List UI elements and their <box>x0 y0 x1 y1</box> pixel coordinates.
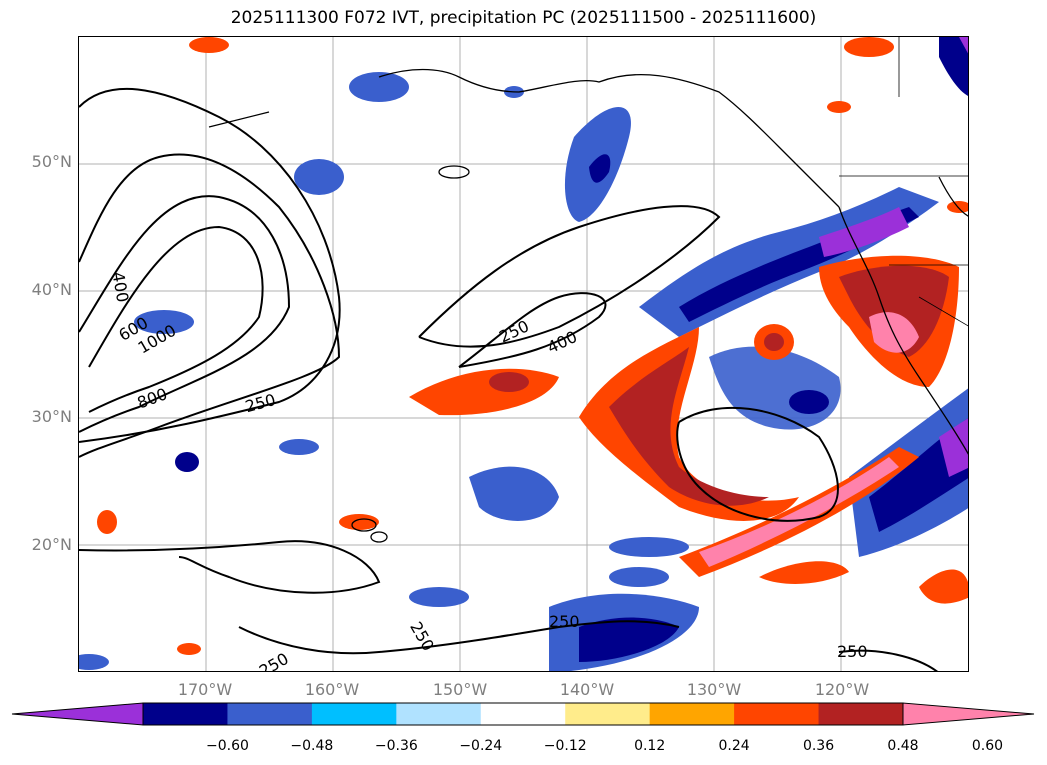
colorbar-tick-label: 0.48 <box>887 738 919 754</box>
colorbar-tick-label: 0.60 <box>971 738 1004 754</box>
colorbar-tick-label: −0.48 <box>290 738 334 754</box>
precipitation-fill <box>79 37 968 671</box>
colorbar-arrow-right <box>902 702 1035 726</box>
contour-label: 400 <box>108 270 132 303</box>
lon-label-150w: 150°W <box>432 680 488 699</box>
colorbar-segment <box>227 703 313 725</box>
colorbar-segment <box>565 703 651 725</box>
map-panel: 400 600 1000 800 250 250 400 250 250 250… <box>78 36 969 672</box>
lon-label-140w: 140°W <box>559 680 615 699</box>
lon-label-130w: 130°W <box>686 680 742 699</box>
contour-label: 250 <box>837 642 868 661</box>
lat-label-40n: 40°N <box>31 280 72 299</box>
colorbar <box>11 702 1035 726</box>
colorbar-segment <box>143 703 228 725</box>
contour-label: 250 <box>256 649 292 672</box>
colorbar-tick-label: −0.60 <box>205 738 249 754</box>
contour-label: 250 <box>549 612 580 631</box>
colorbar-tick-label: −0.36 <box>374 738 418 754</box>
colorbar-segment <box>480 703 566 725</box>
colorbar-segment <box>734 703 820 725</box>
map-title: 2025111300 F072 IVT, precipitation PC (2… <box>230 8 817 28</box>
map-canvas: 400 600 1000 800 250 250 400 250 250 250… <box>79 37 968 672</box>
colorbar-tick-label: 0.12 <box>634 738 666 754</box>
colorbar-segment <box>818 703 904 725</box>
colorbar-segment <box>311 703 397 725</box>
coastlines <box>208 68 968 543</box>
colorbar-tick-label: 0.24 <box>718 738 750 754</box>
lat-label-50n: 50°N <box>31 152 72 171</box>
lon-label-120w: 120°W <box>814 680 870 699</box>
colorbar-tick-label: −0.12 <box>543 738 587 754</box>
borders <box>839 37 968 327</box>
lat-label-20n: 20°N <box>31 535 72 554</box>
lat-label-30n: 30°N <box>31 407 72 426</box>
colorbar-tick-label: 0.36 <box>802 738 835 754</box>
colorbar-segment <box>649 703 735 725</box>
lon-label-160w: 160°W <box>304 680 360 699</box>
contour-label: 400 <box>544 327 580 357</box>
contour-label: 250 <box>243 390 277 416</box>
contour-label: 800 <box>135 384 170 412</box>
colorbar-tick-label: −0.24 <box>459 738 503 754</box>
colorbar-arrow-left <box>11 702 144 726</box>
colorbar-segment <box>396 703 482 725</box>
lon-label-170w: 170°W <box>177 680 233 699</box>
ivt-contours <box>79 87 938 671</box>
